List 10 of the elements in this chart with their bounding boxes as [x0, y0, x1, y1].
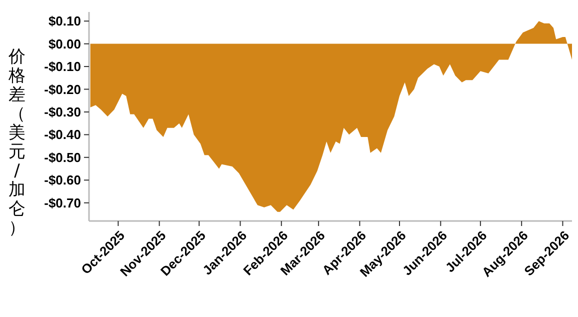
- y-tick-label: $0.10: [48, 14, 81, 29]
- y-tick-label: -$0.10: [44, 59, 81, 74]
- y-tick-label: -$0.40: [44, 127, 81, 142]
- text: 价格差（美元/加仑）: [8, 47, 26, 238]
- y-tick-label: -$0.60: [44, 172, 81, 188]
- y-tick-label: $0.00: [48, 36, 81, 52]
- y-tick-label: -$0.30: [44, 104, 81, 120]
- y-tick-label: -$0.20: [44, 82, 81, 97]
- y-tick-label: -$0.50: [44, 150, 81, 165]
- y-tick-label: -$0.70: [44, 195, 81, 210]
